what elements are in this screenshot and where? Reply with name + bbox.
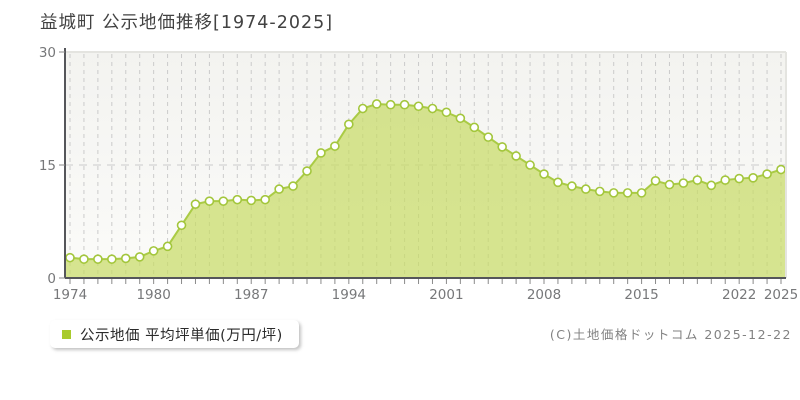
data-point[interactable] <box>302 166 312 176</box>
data-point[interactable] <box>427 103 438 114</box>
data-point[interactable] <box>413 101 424 112</box>
data-point[interactable] <box>385 99 396 110</box>
data-point[interactable] <box>399 99 410 110</box>
data-point[interactable] <box>344 119 354 130</box>
data-points[interactable] <box>65 99 786 264</box>
data-point[interactable] <box>776 164 786 175</box>
data-point[interactable] <box>664 179 675 190</box>
svg-text:2022: 2022 <box>722 287 756 303</box>
data-point[interactable] <box>511 151 521 161</box>
svg-text:2015: 2015 <box>624 287 658 303</box>
data-point[interactable] <box>525 160 535 170</box>
data-point[interactable] <box>176 220 187 231</box>
svg-text:0: 0 <box>47 271 56 287</box>
svg-text:30: 30 <box>39 45 56 61</box>
y-tick-labels: 0 15 30 <box>39 45 56 287</box>
data-point[interactable] <box>636 188 647 198</box>
data-point[interactable] <box>190 199 201 209</box>
data-point[interactable] <box>65 252 75 263</box>
price-trend-svg: 1974 1980 1987 1994 2001 2008 2015 2022 2025 0 15 3… <box>39 45 798 303</box>
data-point[interactable] <box>497 142 507 152</box>
data-point[interactable] <box>79 254 89 264</box>
data-point[interactable] <box>204 196 215 206</box>
area-series <box>65 103 786 278</box>
data-point[interactable] <box>441 107 452 118</box>
data-point[interactable] <box>148 246 159 256</box>
svg-text:1974: 1974 <box>53 287 87 303</box>
svg-text:15: 15 <box>39 158 56 174</box>
svg-text:2001: 2001 <box>429 287 463 303</box>
data-point[interactable] <box>581 184 591 194</box>
data-point[interactable] <box>567 181 577 191</box>
data-point[interactable] <box>274 184 284 194</box>
legend[interactable]: 公示地価 平均坪単価(万円/坪) <box>50 320 299 348</box>
x-ticks <box>69 279 782 284</box>
data-point[interactable] <box>553 177 563 188</box>
data-point[interactable] <box>720 175 731 185</box>
data-point[interactable] <box>608 188 619 198</box>
data-point[interactable] <box>162 241 173 252</box>
svg-text:1987: 1987 <box>234 287 268 303</box>
data-point[interactable] <box>246 195 257 206</box>
data-point[interactable] <box>260 194 270 205</box>
data-point[interactable] <box>455 113 466 124</box>
data-point[interactable] <box>357 103 368 114</box>
data-point[interactable] <box>134 252 145 262</box>
data-point[interactable] <box>622 188 633 198</box>
svg-text:2025: 2025 <box>764 287 798 303</box>
data-point[interactable] <box>316 148 326 158</box>
data-point[interactable] <box>539 169 549 179</box>
data-point[interactable] <box>734 173 744 184</box>
data-point[interactable] <box>678 178 689 188</box>
data-point[interactable] <box>120 253 131 264</box>
data-point[interactable] <box>748 173 758 183</box>
data-point[interactable] <box>371 99 382 109</box>
copyright-text: (C)土地価格ドットコム 2025-12-22 <box>549 327 792 342</box>
data-point[interactable] <box>762 169 772 179</box>
data-point[interactable] <box>483 132 494 142</box>
data-point[interactable] <box>330 141 340 151</box>
x-tick-labels: 1974 1980 1987 1994 2001 2008 2015 2022 2025 <box>53 287 798 303</box>
data-point[interactable] <box>594 186 605 197</box>
data-point[interactable] <box>706 180 717 191</box>
data-point[interactable] <box>107 254 117 264</box>
legend-swatch-icon <box>62 329 71 339</box>
data-point[interactable] <box>650 176 661 186</box>
legend-label: 公示地価 平均坪単価(万円/坪) <box>80 327 283 344</box>
svg-text:1980: 1980 <box>136 287 170 303</box>
y-ticks <box>59 51 65 279</box>
data-point[interactable] <box>218 196 229 206</box>
data-point[interactable] <box>93 254 103 264</box>
chart-area: 1974 1980 1987 1994 2001 2008 2015 2022 2025 0 15 3… <box>39 45 798 303</box>
data-point[interactable] <box>288 181 298 191</box>
data-point[interactable] <box>232 194 243 205</box>
data-point[interactable] <box>692 175 703 185</box>
chart-title: 益城町 公示地価推移[1974-2025] <box>40 13 334 33</box>
svg-text:2008: 2008 <box>527 287 561 303</box>
data-point[interactable] <box>469 122 480 133</box>
svg-text:1994: 1994 <box>332 287 366 303</box>
